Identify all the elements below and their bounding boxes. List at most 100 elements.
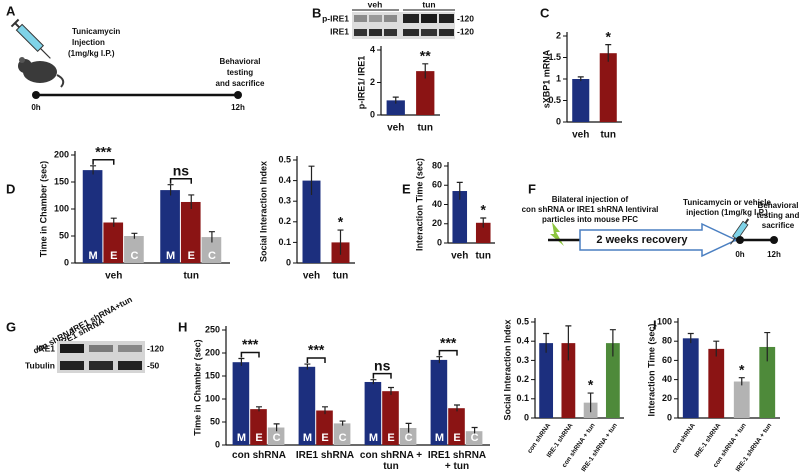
y-tick-label: 40 <box>432 199 442 209</box>
y-tick-label: 250 <box>205 324 220 334</box>
series-label: E <box>321 432 328 444</box>
timeline-text: Behavioral <box>758 201 799 210</box>
timepoint <box>234 91 242 99</box>
series-label: M <box>166 250 175 262</box>
bar <box>382 391 399 445</box>
y-tick-label: 0 <box>370 109 375 119</box>
y-tick-label: 60 <box>662 355 672 365</box>
blot-row: Tubulin <box>25 360 55 370</box>
y-tick-label: 0 <box>437 237 442 247</box>
series-label: M <box>369 432 378 444</box>
series-label: E <box>188 250 195 262</box>
error-bar <box>405 422 412 433</box>
series-label: E <box>453 432 460 444</box>
time-label: 12h <box>767 250 781 259</box>
series-label: C <box>273 432 281 444</box>
series-label: E <box>255 432 262 444</box>
bar <box>298 366 316 445</box>
x-tick-label: tun <box>600 130 616 141</box>
series-label: E <box>387 432 394 444</box>
significance: ** <box>420 48 431 64</box>
error-bar <box>322 406 328 415</box>
blot-marker: -50 <box>147 360 160 370</box>
significance: *** <box>308 342 325 358</box>
y-tick-label: 0 <box>524 412 529 422</box>
bar <box>572 79 590 122</box>
series-label: M <box>435 432 444 444</box>
error-bar <box>273 423 280 432</box>
error-bar <box>454 404 460 412</box>
y-tick-label: 0.1 <box>278 237 291 247</box>
panel-label: E <box>402 181 411 196</box>
error-bar <box>543 332 550 353</box>
time-label: 0h <box>31 103 40 112</box>
blot-bands <box>354 14 454 36</box>
error-bar <box>110 217 117 227</box>
x-tick-label: tun <box>417 123 433 134</box>
blot-lane: IRE1 shRNA+tun <box>69 294 134 335</box>
error-bar <box>370 379 377 385</box>
y-axis-label: Time in Chamber (sec) <box>192 339 202 435</box>
x-tick-label: veh <box>105 271 122 282</box>
error-bar <box>392 96 399 104</box>
bar <box>561 343 576 418</box>
bracket <box>438 349 458 356</box>
x-tick-label: IRE1 shRNA + tun <box>427 450 487 472</box>
bar <box>452 191 468 243</box>
error-bar <box>605 44 612 62</box>
bar <box>539 343 554 418</box>
x-tick-label-box: IRE1 shRNA <box>296 450 354 461</box>
panel-label: I <box>653 317 657 332</box>
recovery-label: 2 weeks recovery <box>596 234 688 246</box>
y-tick-label: 0.2 <box>516 374 529 384</box>
y-tick-label: 0.3 <box>278 196 291 206</box>
bar <box>416 71 435 115</box>
y-tick-label: 0 <box>215 439 220 449</box>
error-bar <box>609 329 616 357</box>
blot-row: p-IRE1 <box>322 13 349 23</box>
significance: * <box>606 28 612 44</box>
bar <box>386 100 405 115</box>
error-bar <box>131 232 138 239</box>
timeline-text: injection (1mg/kg I.P.) <box>686 208 768 217</box>
timeline-text: Injection <box>72 38 105 47</box>
y-tick-label: 0.4 <box>278 175 291 185</box>
series-label: C <box>405 432 413 444</box>
blot-row: IRE1 <box>36 343 55 353</box>
error-bar <box>388 386 394 395</box>
x-tick-label: con shRNA <box>232 450 286 461</box>
y-tick-label: 100 <box>657 316 672 326</box>
error-bar <box>422 63 429 79</box>
error-bar <box>337 229 344 255</box>
y-tick-label: 0.4 <box>516 336 529 346</box>
bar <box>448 408 465 445</box>
series-label: C <box>208 250 216 262</box>
x-tick-label: veh <box>303 271 320 282</box>
blot-group: tun <box>422 0 435 9</box>
y-tick-label: 0 <box>64 257 69 267</box>
bar <box>430 359 448 445</box>
y-axis-label: p-IRE1/ IRE1 <box>356 56 366 110</box>
timeline-text: testing and <box>757 211 800 220</box>
error-bar <box>188 194 195 209</box>
syringe-icon <box>730 218 750 245</box>
x-tick-label: veh <box>572 130 589 141</box>
y-axis-label: Interaction Time (sec) <box>414 158 424 251</box>
y-tick-label: 60 <box>432 180 442 190</box>
x-tick-label: tun <box>183 271 199 282</box>
error-bar <box>713 340 720 357</box>
recovery-arrow <box>579 222 738 258</box>
significance: ns <box>173 162 190 178</box>
error-bar <box>456 181 463 200</box>
bar <box>364 381 382 445</box>
y-tick-label: 150 <box>54 176 69 186</box>
error-bar <box>339 420 346 426</box>
bar <box>267 427 285 445</box>
panel-label: D <box>6 181 15 196</box>
timeline-text: testing <box>227 68 253 77</box>
bar <box>759 346 776 418</box>
significance: * <box>588 377 594 393</box>
error-bar <box>565 325 572 361</box>
bracket <box>169 177 192 184</box>
y-tick-label: 0.3 <box>516 355 529 365</box>
